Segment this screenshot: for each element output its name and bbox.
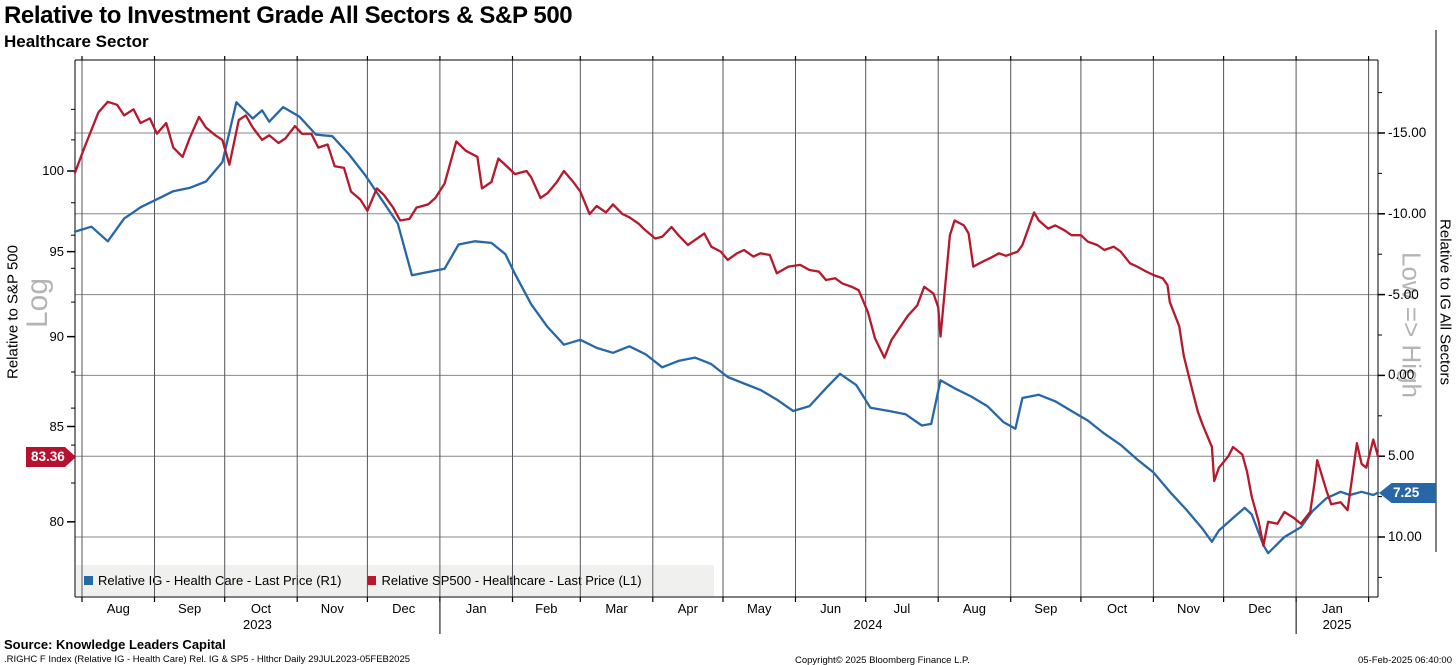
right-axis-last-price-badge: 7.25: [1379, 483, 1436, 503]
right-axis-title: Relative to IG All Sectors: [1436, 219, 1454, 385]
footer-timestamp: 05-Feb-2025 06:40:00: [1357, 655, 1452, 665]
left-axis-last-price-badge: 83.36: [26, 447, 76, 467]
series-line-r1: [73, 101, 1380, 555]
chart-legend: Relative IG - Health Care - Last Price (…: [76, 565, 714, 596]
series-line-l1: [73, 100, 1380, 547]
legend-item[interactable]: Relative SP500 - Healthcare - Last Price…: [367, 573, 642, 588]
page-subtitle: Healthcare Sector: [4, 32, 149, 51]
page-title: Relative to Investment Grade All Sectors…: [4, 2, 573, 29]
legend-item-label: Relative IG - Health Care - Last Price (…: [98, 573, 342, 588]
left-axis-title: Relative to S&P 500: [4, 245, 22, 379]
legend-item[interactable]: Relative IG - Health Care - Last Price (…: [84, 573, 341, 588]
footer-copyright: Copyright© 2025 Bloomberg Finance L.P.: [795, 655, 970, 665]
footer-source: Source: Knowledge Leaders Capital: [4, 637, 226, 652]
legend-swatch: [84, 576, 93, 585]
legend-swatch: [367, 576, 377, 585]
footer-ticker-info: .RIGHC F Index (Relative IG - Health Car…: [4, 654, 411, 665]
legend-item-label: Relative SP500 - Healthcare - Last Price…: [381, 573, 642, 588]
